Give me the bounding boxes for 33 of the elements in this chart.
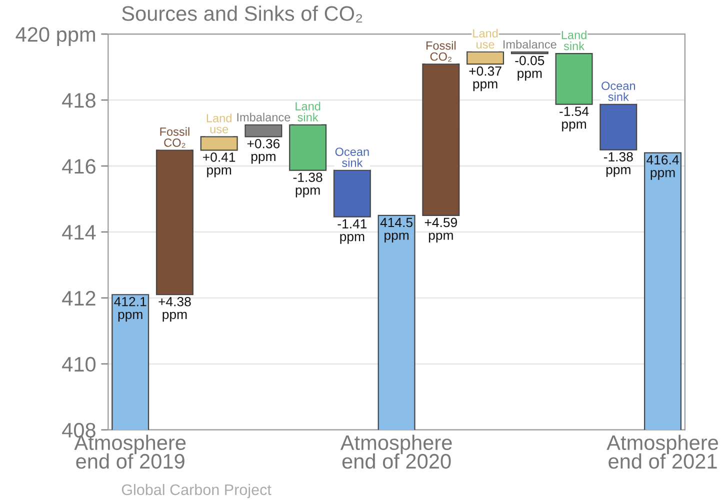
annotation: Ocean sink [602,82,636,101]
text: Global Carbon Project [122,484,272,498]
data-label: -1.54 ppm [560,106,589,132]
data-label: +0.37 ppm [469,66,502,92]
annotation: Land use [206,114,232,134]
annotation: Land sink [562,30,586,50]
annotation: Fossil CO₂ [426,41,456,62]
data-label: +0.36 ppm [247,138,280,164]
chart-title: Sources and Sinks of CO₂ [122,6,362,23]
data-label: +4.38 ppm [158,296,191,322]
data-label: -0.05 ppm [515,56,544,81]
annotation: Imbalance [237,112,290,122]
y-tick-label: 410 [62,356,96,372]
annotation: Land sink [296,102,320,122]
data-label: 412.1 ppm [114,296,146,322]
x-tick-label: Atmosphere end of 2020 [340,434,452,469]
annotation: Land use [473,28,498,49]
data-label: 414.5 ppm [380,218,413,243]
annotation: Fossil CO₂ [160,127,190,148]
data-label: -1.38 ppm [604,152,633,177]
data-label: +0.41 ppm [203,152,236,178]
annotation: Ocean sink [335,148,369,167]
y-tick-label: 416 [62,159,96,174]
annotation: Imbalance [504,40,556,49]
y-tick-label: 412 [62,290,96,306]
data-label: 416.4 ppm [646,155,679,180]
y-tick-label: 420 ppm [16,27,95,46]
data-label: -1.38 ppm [293,172,322,198]
y-tick-label: 414 [62,225,96,240]
data-label: -1.41 ppm [338,219,367,244]
x-tick-label: Atmosphere end of 2021 [606,434,718,469]
data-label: +4.59 ppm [424,218,457,243]
y-tick-label: 418 [62,93,96,108]
